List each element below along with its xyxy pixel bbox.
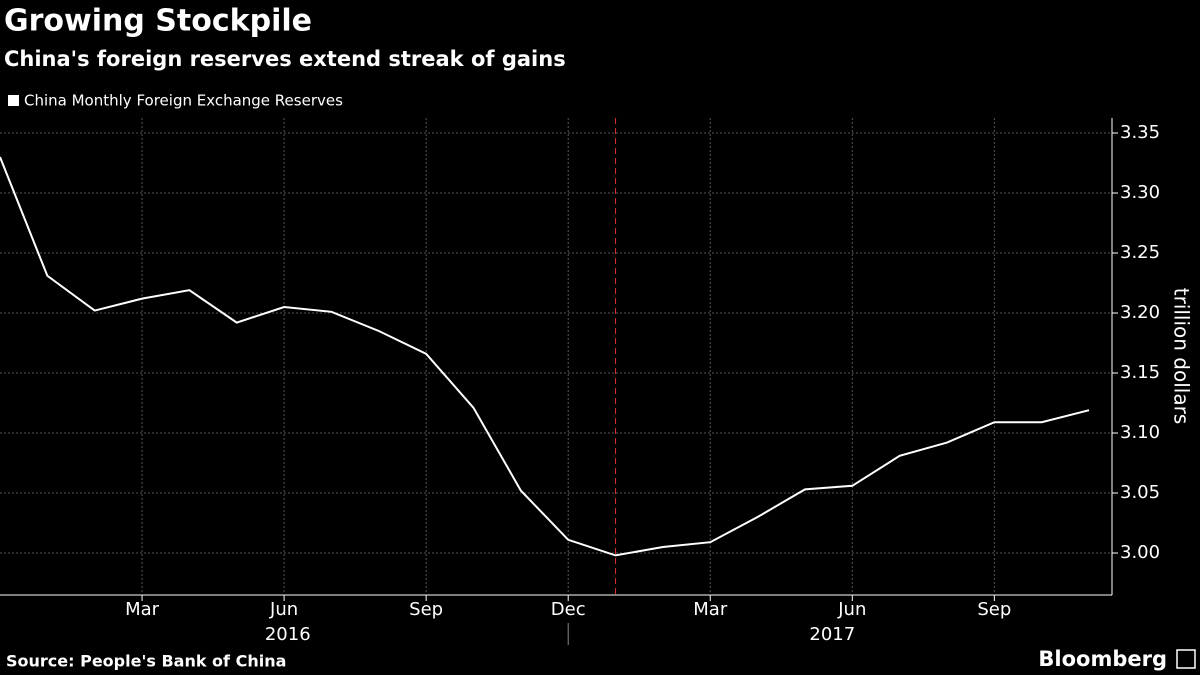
y-axis-label: trillion dollars <box>1170 288 1194 425</box>
source: Source: People's Bank of China <box>6 652 286 671</box>
y-tick-label: 3.10 <box>1120 422 1160 443</box>
y-tick-label: 3.25 <box>1120 242 1160 263</box>
x-tick-label: Dec <box>551 599 586 620</box>
legend-label: China Monthly Foreign Exchange Reserves <box>24 92 343 110</box>
brand-icon <box>1176 649 1196 669</box>
year-label: 2016 <box>265 624 311 645</box>
y-tick-label: 3.30 <box>1120 182 1160 203</box>
x-tick-label: Mar <box>125 599 160 620</box>
x-tick-label: Sep <box>409 599 443 620</box>
y-tick-label: 3.20 <box>1120 302 1160 323</box>
y-tick-label: 3.05 <box>1120 482 1160 503</box>
x-tick-label: Sep <box>977 599 1011 620</box>
series-line <box>0 156 1090 557</box>
y-tick-label: 3.35 <box>1120 122 1160 143</box>
x-tick-label: Jun <box>837 599 866 620</box>
y-tick-label: 3.15 <box>1120 362 1160 383</box>
chart-subtitle: China's foreign reserves extend streak o… <box>4 47 566 71</box>
x-tick-label: Mar <box>693 599 728 620</box>
y-tick-label: 3.00 <box>1120 542 1160 563</box>
year-label: 2017 <box>809 624 855 645</box>
chart-title: Growing Stockpile <box>4 4 312 39</box>
brand: Bloomberg <box>1038 647 1167 671</box>
legend-swatch <box>8 95 19 106</box>
x-tick-label: Jun <box>269 599 298 620</box>
